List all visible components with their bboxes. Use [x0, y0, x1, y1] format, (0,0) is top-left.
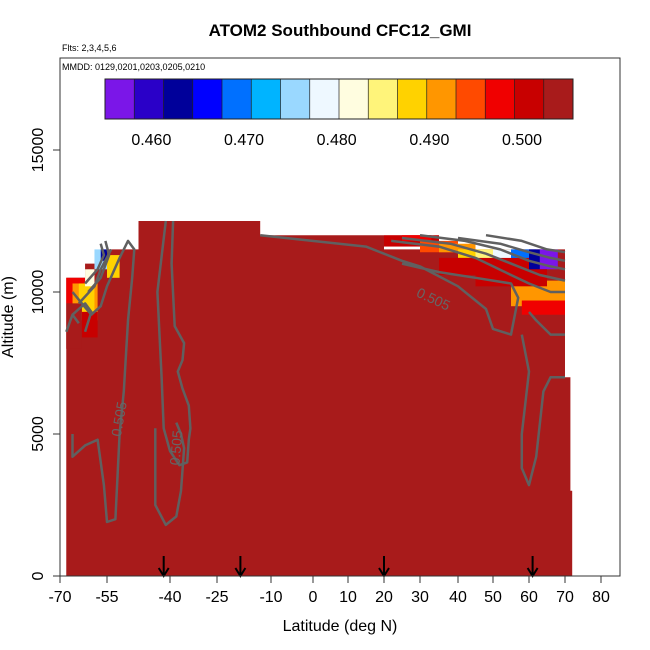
contour-line	[520, 334, 565, 487]
contour-line	[419, 233, 566, 271]
colorbar: 0.460 0.470 0.480 0.490 0.500	[104, 78, 574, 149]
contour-line	[154, 422, 186, 527]
contour-line	[71, 239, 136, 524]
x-tick-label: -40	[158, 589, 181, 606]
contour-line	[84, 243, 106, 285]
colorbar-swatch	[134, 79, 164, 119]
x-tick-label: 20	[375, 589, 393, 606]
x-tick-label: -25	[205, 589, 228, 606]
chart-title: ATOM2 Southbound CFC12_GMI	[209, 21, 472, 40]
contour-line	[156, 220, 192, 467]
heat-cell	[107, 255, 120, 278]
colorbar-tick-label: 0.460	[131, 132, 171, 149]
heat-cell	[521, 300, 565, 315]
colorbar-swatch	[192, 79, 223, 119]
x-tick-label: 40	[449, 589, 467, 606]
x-tick-label: 30	[411, 589, 429, 606]
heat-cell	[384, 235, 439, 247]
colorbar-swatch	[456, 79, 486, 119]
y-tick-label: 15000	[30, 128, 47, 173]
colorbar-tick-label: 0.470	[224, 132, 264, 149]
dates-label: MMDD: 0129,0201,0203,0205,0210	[62, 62, 205, 72]
y-tick-label: 5000	[30, 416, 47, 452]
x-tick-label: -10	[259, 589, 282, 606]
x-tick-label: 10	[339, 589, 357, 606]
heat-cell	[66, 303, 82, 349]
heat-background	[66, 221, 573, 576]
colorbar-swatch	[397, 79, 428, 119]
colorbar-swatch	[543, 79, 574, 119]
colorbar-swatch	[309, 79, 340, 119]
contour-line	[260, 233, 520, 336]
colorbar-tick-label: 0.500	[502, 132, 542, 149]
y-axis-label: Altitude (m)	[0, 276, 17, 358]
colorbar-swatch	[514, 79, 545, 119]
contour-line	[77, 248, 113, 305]
contour-line	[391, 239, 565, 294]
flights-label: Flts: 2,3,4,5,6	[62, 43, 117, 53]
heat-cell	[402, 235, 432, 241]
contour-line	[65, 313, 80, 333]
colorbar-tick-label: 0.480	[317, 132, 357, 149]
y-tick-label: 10000	[30, 270, 47, 315]
y-axis: 0 5000 10000 15000	[30, 128, 60, 580]
colorbar-swatch	[163, 79, 194, 119]
colorbar-swatch	[485, 79, 515, 119]
colorbar-swatch	[368, 79, 398, 119]
x-axis-label: Latitude (deg N)	[283, 618, 398, 635]
colorbar-swatch	[105, 79, 135, 119]
plot-frame	[59, 57, 621, 577]
contour-label: 0.505	[166, 429, 185, 466]
heatmap-field	[66, 221, 573, 576]
x-tick-label: 60	[520, 589, 538, 606]
contour-line	[457, 236, 566, 263]
colorbar-swatch	[280, 79, 311, 119]
contour-label: 0.505	[108, 400, 130, 437]
colorbar-frame	[104, 78, 574, 120]
x-tick-label: -55	[95, 589, 118, 606]
y-tick-label: 0	[30, 571, 47, 580]
colorbar-swatch	[339, 79, 369, 119]
colorbar-swatch	[251, 79, 281, 119]
x-tick-label: 80	[592, 589, 610, 606]
x-tick-label: 70	[556, 589, 574, 606]
contour-line	[528, 311, 565, 336]
x-tick-label: 50	[484, 589, 502, 606]
colorbar-swatch	[426, 79, 457, 119]
contour-line	[485, 233, 566, 254]
x-tick-label: 0	[309, 589, 318, 606]
x-axis: -70 -55 -40 -25 -10 0 10 20 30 40 50 60 70 80	[48, 576, 610, 606]
x-tick-label: -70	[48, 589, 71, 606]
contour-lines	[65, 220, 566, 527]
colorbar-swatch	[222, 79, 252, 119]
contour-line	[71, 302, 93, 333]
colorbar-tick-label: 0.490	[409, 132, 449, 149]
contour-line	[401, 236, 566, 282]
heat-cell	[439, 243, 476, 253]
